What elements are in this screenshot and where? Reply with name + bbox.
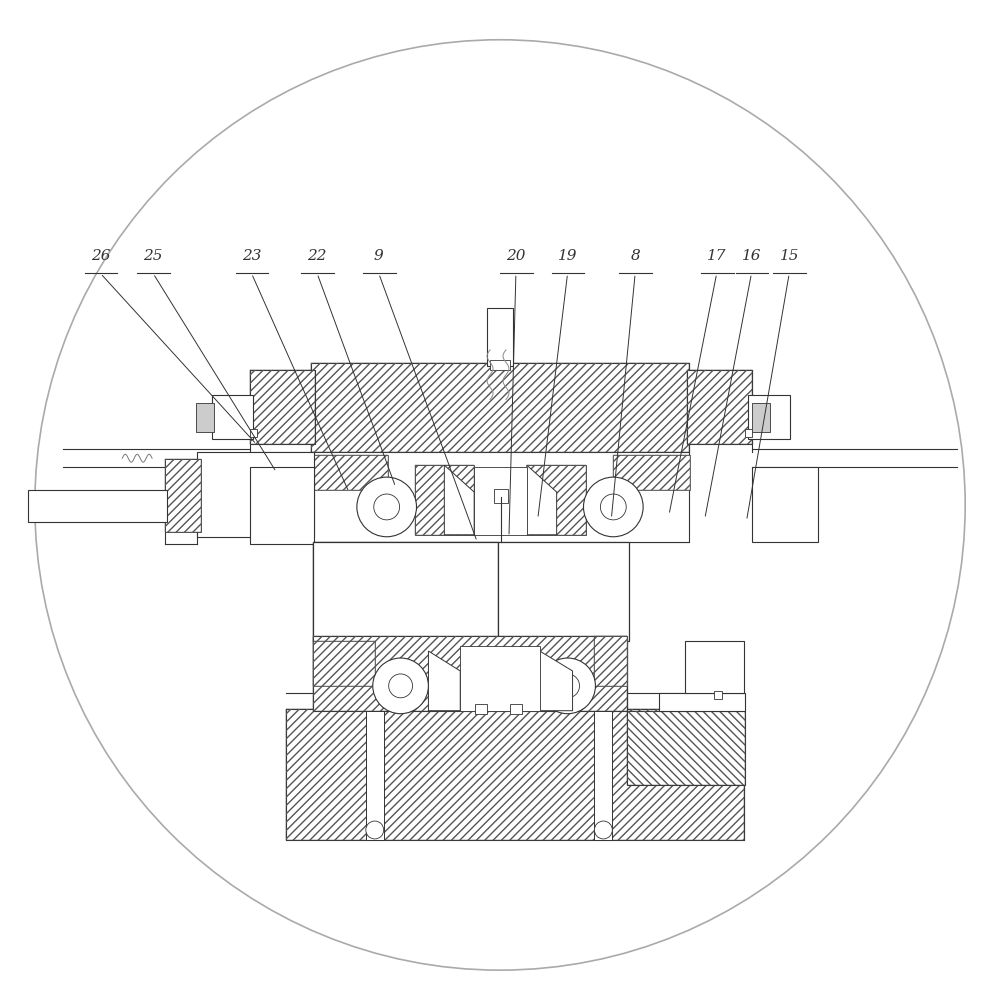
Bar	[250, 370, 315, 444]
Bar	[313, 636, 627, 711]
Circle shape	[556, 674, 580, 698]
Bar	[250, 467, 314, 544]
Bar	[165, 459, 201, 532]
Bar	[311, 455, 388, 490]
Text: 17: 17	[707, 249, 726, 263]
Bar	[196, 403, 214, 432]
Bar	[415, 465, 474, 535]
Bar	[286, 709, 744, 840]
Bar	[250, 370, 315, 444]
Polygon shape	[540, 651, 573, 711]
Bar	[714, 691, 722, 699]
Bar	[487, 308, 513, 366]
Bar	[311, 363, 689, 452]
Bar	[311, 363, 689, 452]
Bar	[687, 370, 752, 444]
Circle shape	[540, 658, 595, 714]
Bar	[627, 711, 745, 785]
Circle shape	[389, 674, 413, 698]
Bar	[311, 455, 388, 490]
Bar	[313, 641, 375, 686]
Text: 9: 9	[374, 249, 384, 263]
Polygon shape	[444, 465, 474, 535]
Bar	[527, 465, 586, 535]
Bar	[627, 711, 745, 785]
Bar	[313, 636, 627, 711]
Circle shape	[600, 494, 626, 520]
Circle shape	[374, 494, 400, 520]
Bar	[685, 641, 744, 693]
Text: 20: 20	[506, 249, 526, 263]
Bar	[752, 467, 818, 542]
Bar	[311, 450, 689, 542]
Bar	[250, 429, 257, 437]
Bar	[474, 467, 527, 535]
Text: 23: 23	[242, 249, 261, 263]
Bar	[313, 641, 375, 686]
Bar	[659, 693, 745, 711]
Bar	[286, 709, 744, 840]
Text: 26: 26	[91, 249, 110, 263]
Bar	[415, 465, 474, 535]
Bar	[687, 370, 752, 444]
Bar	[748, 395, 790, 439]
Circle shape	[583, 477, 643, 537]
Bar	[366, 711, 384, 840]
Bar	[752, 403, 770, 432]
Text: 8: 8	[630, 249, 640, 263]
Circle shape	[373, 658, 428, 714]
Bar	[613, 455, 690, 490]
Bar	[494, 489, 508, 503]
Text: 25: 25	[143, 249, 163, 263]
Bar	[498, 542, 629, 641]
Text: 15: 15	[780, 249, 799, 263]
Bar	[475, 704, 487, 714]
Bar	[28, 490, 167, 522]
Bar	[460, 646, 540, 711]
Polygon shape	[428, 651, 460, 711]
Text: 19: 19	[558, 249, 577, 263]
Bar	[745, 429, 752, 437]
Text: 16: 16	[742, 249, 761, 263]
Circle shape	[357, 477, 417, 537]
Bar	[594, 636, 627, 686]
Bar	[594, 711, 612, 840]
Bar	[313, 542, 498, 641]
Bar	[165, 459, 201, 532]
Bar	[594, 636, 627, 686]
Bar	[613, 455, 690, 490]
Polygon shape	[527, 465, 557, 535]
Circle shape	[366, 821, 384, 839]
Bar	[313, 542, 498, 641]
Bar	[527, 465, 586, 535]
Circle shape	[594, 821, 612, 839]
Bar	[490, 360, 510, 370]
Text: 22: 22	[307, 249, 327, 263]
Bar	[212, 395, 253, 439]
Bar	[197, 452, 314, 537]
Bar	[510, 704, 522, 714]
